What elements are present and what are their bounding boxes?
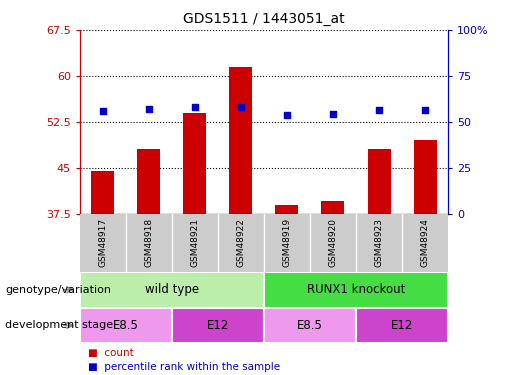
Bar xyxy=(321,201,345,214)
Text: GSM48921: GSM48921 xyxy=(191,218,199,267)
Text: E12: E12 xyxy=(207,319,229,332)
Bar xyxy=(264,308,356,343)
Text: E8.5: E8.5 xyxy=(297,319,323,332)
Bar xyxy=(91,171,114,214)
Text: ■  count: ■ count xyxy=(88,348,133,358)
Point xyxy=(99,108,107,114)
Point xyxy=(145,106,153,112)
Bar xyxy=(356,308,448,343)
Text: GSM48918: GSM48918 xyxy=(144,218,153,267)
Text: genotype/variation: genotype/variation xyxy=(5,285,111,295)
Bar xyxy=(80,272,264,308)
Bar xyxy=(229,67,252,214)
Text: wild type: wild type xyxy=(145,283,199,296)
Text: development stage: development stage xyxy=(5,320,113,330)
Text: ■  percentile rank within the sample: ■ percentile rank within the sample xyxy=(88,362,280,372)
Point xyxy=(191,104,199,110)
Text: E12: E12 xyxy=(391,319,413,332)
Text: GSM48920: GSM48920 xyxy=(329,218,337,267)
Point xyxy=(237,104,245,110)
Point xyxy=(375,107,383,113)
Bar xyxy=(172,308,264,343)
Bar xyxy=(368,149,390,214)
Bar xyxy=(138,149,160,214)
Bar xyxy=(264,272,448,308)
Text: E8.5: E8.5 xyxy=(113,319,139,332)
Text: GSM48917: GSM48917 xyxy=(98,218,107,267)
Bar xyxy=(414,140,437,214)
Bar xyxy=(80,308,172,343)
Point xyxy=(283,111,291,117)
Text: GSM48924: GSM48924 xyxy=(421,218,430,267)
Point xyxy=(421,107,429,113)
Text: RUNX1 knockout: RUNX1 knockout xyxy=(307,283,405,296)
Title: GDS1511 / 1443051_at: GDS1511 / 1443051_at xyxy=(183,12,345,26)
Text: GSM48919: GSM48919 xyxy=(282,218,291,267)
Bar xyxy=(276,204,299,214)
Text: GSM48922: GSM48922 xyxy=(236,218,246,267)
Text: GSM48923: GSM48923 xyxy=(374,218,384,267)
Bar xyxy=(183,112,207,214)
Point xyxy=(329,111,337,117)
